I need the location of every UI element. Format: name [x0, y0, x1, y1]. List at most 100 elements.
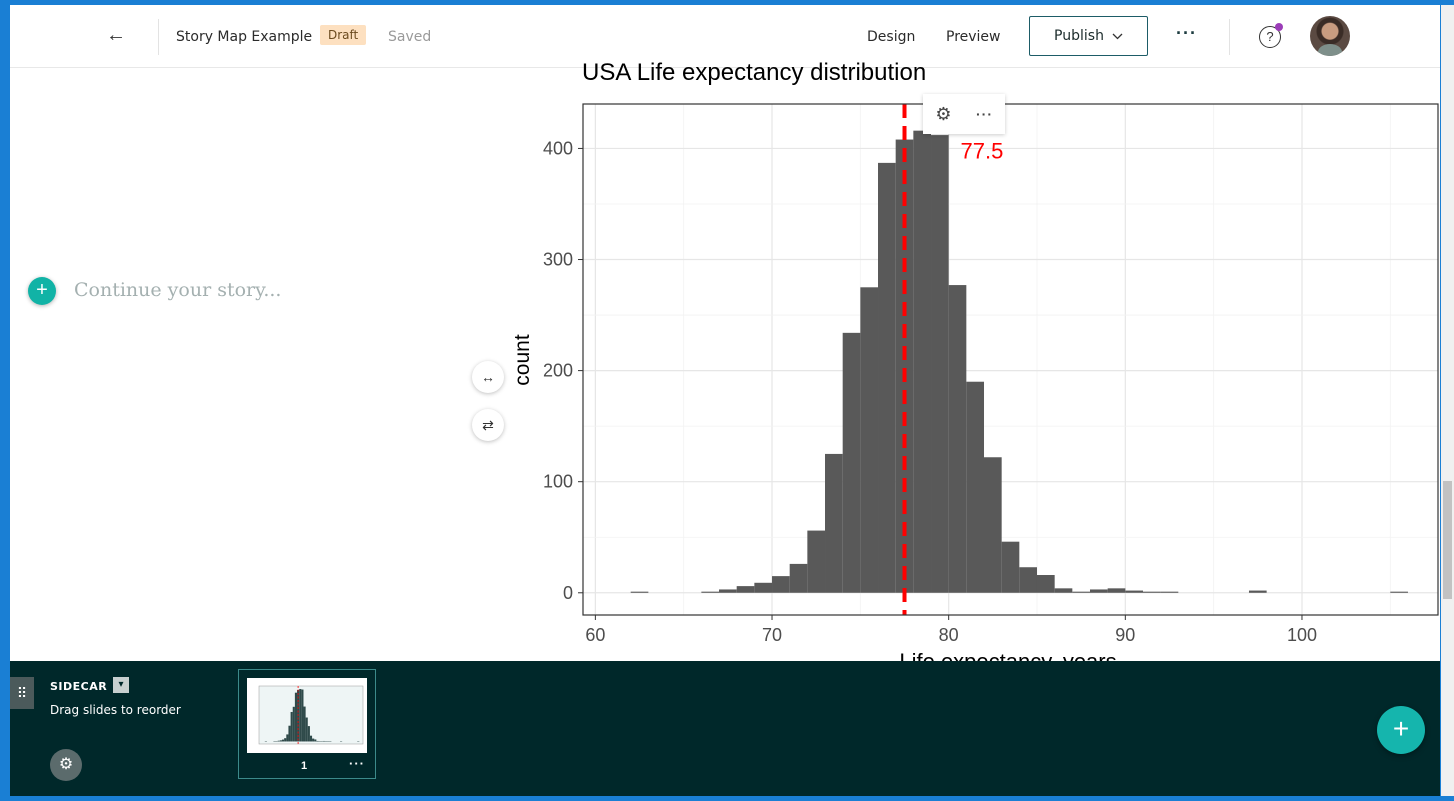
preview-tab[interactable]: Preview — [946, 29, 1001, 45]
swap-icon[interactable]: ⇄ — [472, 409, 504, 441]
thumbnail-bar — [288, 725, 291, 742]
thumbnail-bar — [286, 734, 289, 742]
gear-icon[interactable]: ⚙ — [935, 103, 952, 124]
histogram-bar — [878, 162, 896, 593]
histogram-bar — [984, 457, 1002, 593]
histogram-bar — [1054, 588, 1073, 593]
drag-hint: Drag slides to reorder — [50, 703, 181, 717]
plot-border — [582, 103, 1439, 616]
help-icon[interactable]: ? — [1259, 26, 1281, 48]
more-options-button[interactable]: ··· — [1176, 23, 1197, 43]
publish-button[interactable]: Publish — [1029, 16, 1148, 56]
histogram-bar — [807, 530, 826, 593]
histogram-bar — [630, 591, 649, 593]
x-tick-label: 80 — [939, 625, 959, 645]
thumbnail-bars — [258, 685, 364, 745]
histogram-bar — [1089, 589, 1108, 593]
mean-label: 77.5 — [961, 138, 1004, 163]
thumbnail-plot-area — [258, 685, 364, 745]
thumbnail-bar — [279, 740, 282, 742]
histogram-bar — [736, 586, 755, 593]
header-divider — [1229, 19, 1230, 55]
plot-background — [583, 104, 1438, 615]
histogram-bar — [1160, 591, 1179, 593]
top-header: ← Story Map Example Draft Saved Design P… — [10, 5, 1440, 68]
thumbnail-bar — [305, 717, 308, 742]
thumbnail-bar — [281, 739, 285, 742]
thumbnail-bar — [299, 689, 302, 742]
chevron-down-icon — [1112, 33, 1123, 39]
thumbnail-bar — [322, 740, 325, 742]
histogram-bar — [1142, 591, 1161, 593]
histogram-bar — [895, 139, 914, 593]
thumbnail-bar — [307, 726, 310, 742]
thumbnail-bar — [303, 706, 306, 742]
continue-story-input[interactable] — [74, 279, 434, 301]
back-arrow-icon[interactable]: ← — [106, 24, 126, 46]
thumbnail-bar — [312, 738, 315, 742]
histogram-bar — [842, 332, 861, 593]
thumbnail-bar — [292, 706, 295, 742]
story-title[interactable]: Story Map Example — [176, 29, 313, 45]
thumbnail-bar — [301, 689, 304, 742]
histogram-bar — [1390, 591, 1408, 593]
mean-marker: 77.5 — [902, 104, 1004, 615]
slide-thumbnail-image — [247, 678, 367, 753]
add-slide-button[interactable]: + — [1377, 706, 1425, 754]
scrollbar-thumb[interactable] — [1443, 481, 1452, 599]
histogram-bar — [772, 576, 790, 593]
histogram-bar — [948, 285, 967, 593]
more-options-button[interactable]: ··· — [976, 106, 993, 122]
add-block-button[interactable]: + — [28, 277, 56, 305]
x-tick-label: 100 — [1287, 625, 1317, 645]
draft-badge: Draft — [320, 25, 367, 45]
histogram-bar — [1019, 567, 1037, 593]
histogram-bar — [1001, 541, 1020, 593]
slide-number: 1 — [301, 760, 308, 772]
histogram-bar — [754, 582, 773, 593]
x-tick-label: 60 — [585, 625, 605, 645]
slide-more-button[interactable]: ··· — [349, 756, 365, 771]
histogram-bar — [913, 130, 932, 593]
histogram-bar — [701, 591, 720, 593]
thumbnail-bar — [284, 738, 287, 742]
histogram-bar — [719, 589, 737, 593]
y-tick-label: 0 — [563, 583, 573, 603]
histogram-bar — [931, 135, 949, 593]
chevron-down-icon[interactable]: ▾ — [113, 677, 129, 693]
histogram-bar — [789, 563, 808, 593]
chart-bars — [630, 130, 1408, 593]
sidecar-panel: ⠿ SIDECAR ▾ Drag slides to reorder ⚙ 1 ·… — [10, 661, 1440, 796]
chart-axes: 60 70 80 90 100 0 100 200 300 400 — [543, 103, 1439, 645]
page-scrollbar[interactable] — [1441, 5, 1454, 796]
notification-dot — [1275, 23, 1283, 31]
thumbnail-bar — [314, 739, 317, 742]
design-tab[interactable]: Design — [867, 29, 916, 45]
histogram-bar — [1248, 590, 1267, 593]
drag-handle-icon[interactable]: ⠿ — [10, 677, 34, 709]
sidecar-title: SIDECAR — [50, 680, 108, 693]
header-divider — [158, 19, 159, 55]
thumbnail-bar — [316, 740, 319, 742]
story-builder-app: ← Story Map Example Draft Saved Design P… — [10, 5, 1440, 796]
histogram-bar — [825, 453, 843, 593]
y-tick-label: 200 — [543, 361, 573, 381]
histogram-bar — [1107, 588, 1126, 593]
x-tick-label: 90 — [1115, 625, 1135, 645]
thumbnail-bar — [290, 711, 293, 742]
slide-thumbnail[interactable]: 1 ··· — [238, 669, 376, 779]
life-expectancy-histogram: 77.5 60 70 80 90 100 0 100 200 300 400 USA Life e… — [511, 59, 1439, 661]
thumbnail-bar — [277, 740, 280, 742]
chart-toolbar: ⚙ ··· — [923, 94, 1005, 134]
histogram-bar — [860, 287, 879, 593]
histogram-bar — [1036, 575, 1055, 593]
publish-label: Publish — [1054, 28, 1104, 44]
gear-icon[interactable]: ⚙ — [50, 749, 82, 781]
chart-grid — [583, 104, 1438, 615]
chart-title: USA Life expectancy distribution — [582, 59, 926, 86]
saved-status: Saved — [388, 29, 432, 45]
y-tick-label: 100 — [543, 472, 573, 492]
user-avatar[interactable] — [1310, 16, 1350, 56]
y-axis-label: count — [511, 334, 534, 386]
resize-icon[interactable]: ↔ — [472, 361, 504, 393]
